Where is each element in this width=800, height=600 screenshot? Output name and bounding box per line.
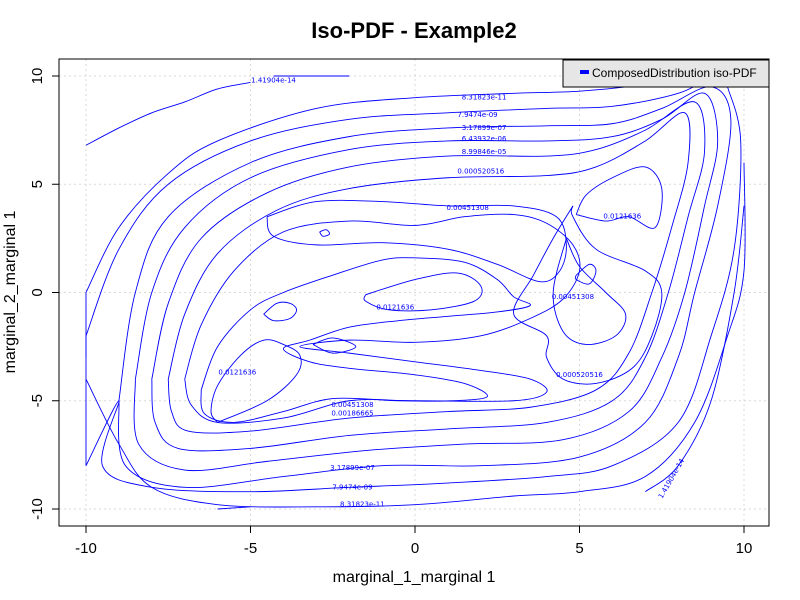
contour-label: 0.000520516 — [556, 371, 603, 379]
contour-label: 7.9474e-09 — [332, 483, 372, 491]
contour-line — [85, 75, 712, 336]
contour-label: 8.99846e-05 — [462, 148, 507, 156]
y-tick-label: 0 — [29, 288, 46, 296]
x-tick-label: -10 — [75, 540, 97, 557]
contour-line — [151, 101, 706, 452]
contour-line — [312, 337, 357, 354]
contour-label: 0.0121636 — [218, 369, 256, 377]
contour-line — [319, 229, 330, 237]
contour-line — [574, 263, 597, 285]
contour-line — [133, 92, 719, 472]
contour-line — [513, 205, 663, 385]
contour-label: 0.0121636 — [603, 213, 641, 221]
contour-line — [263, 301, 298, 322]
contour-line — [266, 199, 567, 283]
x-tick-label: 5 — [575, 540, 583, 557]
contour-label: 3.17899e-07 — [330, 464, 375, 472]
y-axis-label: marginal_2_marginal 1 — [2, 211, 19, 374]
contour-line — [85, 86, 742, 493]
contour-line — [552, 238, 627, 345]
contour-label: 0.00186665 — [331, 410, 373, 418]
y-tick-label: -10 — [29, 498, 46, 520]
y-tick-label: 10 — [29, 68, 46, 85]
legend-entry-label: ComposedDistribution iso-PDF — [592, 66, 757, 80]
chart-title: Iso-PDF - Example2 — [311, 18, 516, 43]
legend-swatch — [580, 70, 589, 74]
contour-lines — [85, 75, 746, 510]
contour-label: 0.00451308 — [331, 401, 373, 409]
contour-line — [85, 75, 695, 293]
contour-line — [167, 112, 691, 434]
contour-label: 0.00451308 — [552, 293, 594, 301]
contour-line — [85, 162, 746, 508]
contour-label: 0.0121636 — [376, 304, 414, 312]
y-tick-label: -5 — [29, 394, 46, 407]
x-axis-label: marginal_1_marginal 1 — [333, 569, 496, 586]
x-tick-label: 0 — [411, 540, 419, 557]
contour-line — [118, 86, 732, 489]
legend: ComposedDistribution iso-PDF — [562, 59, 770, 88]
contour-line — [363, 272, 483, 312]
contour-label: 3.17899e-07 — [462, 124, 507, 132]
contour-line — [200, 257, 531, 423]
contour-label: 8.31823e-11 — [340, 501, 385, 509]
contour-line — [210, 339, 302, 423]
x-tick-label: 10 — [736, 540, 753, 557]
y-tick-label: 5 — [29, 180, 46, 188]
contour-label: 0.000520516 — [457, 167, 504, 175]
contour-line — [645, 205, 745, 493]
x-axis: -10 -5 0 5 10 — [75, 526, 752, 557]
contour-label: 0.00451308 — [446, 204, 488, 212]
contour-line — [85, 82, 251, 146]
contour-line — [217, 506, 251, 510]
contour-label: 8.31823e-11 — [462, 94, 507, 102]
contour-line — [575, 166, 663, 229]
legend-box — [562, 59, 770, 88]
contour-label: 7.9474e-09 — [457, 111, 497, 119]
contour-label: 6.43932e-06 — [462, 135, 507, 143]
contour-label: 1.41904e-14 — [251, 76, 296, 84]
x-tick-label: -5 — [244, 540, 257, 557]
y-axis: -10 -5 0 5 10 — [29, 68, 59, 520]
